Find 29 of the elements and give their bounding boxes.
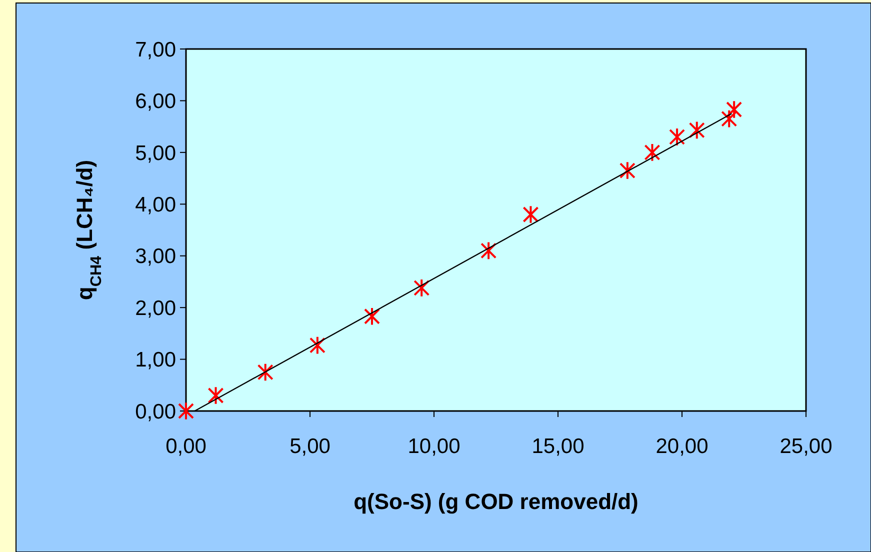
y-tick-label: 2,00 [135,296,176,320]
point [726,100,742,119]
y-tick-label: 6,00 [135,90,176,114]
point [208,386,224,405]
x-tick-label: 0,00 [166,435,206,458]
y-tick-label: 5,00 [135,142,176,165]
point [721,109,738,128]
point [309,336,326,355]
x-tick-label: 10,00 [408,435,460,458]
y-tick-label: 7,00 [135,38,176,62]
point [414,278,430,298]
point [688,120,705,140]
y-tick-label: 3,00 [135,245,176,268]
x-tick-label: 15,00 [532,435,584,458]
point [178,402,194,420]
point [364,306,380,326]
point [619,161,636,180]
point [480,241,497,260]
x-tick-label: 5,00 [290,435,330,458]
y-tick-label: 1,00 [135,348,176,372]
point [522,205,539,224]
point [644,143,660,162]
x-tick-label: 20,00 [656,435,708,458]
point [257,362,274,382]
y-tick-label: 0,00 [135,400,176,424]
point [669,128,686,146]
x-tick-label: 25,00 [780,435,832,458]
x-axis-title: q(So-S) (g COD removed/d) [354,489,638,514]
y-tick-label: 4,00 [135,193,176,216]
